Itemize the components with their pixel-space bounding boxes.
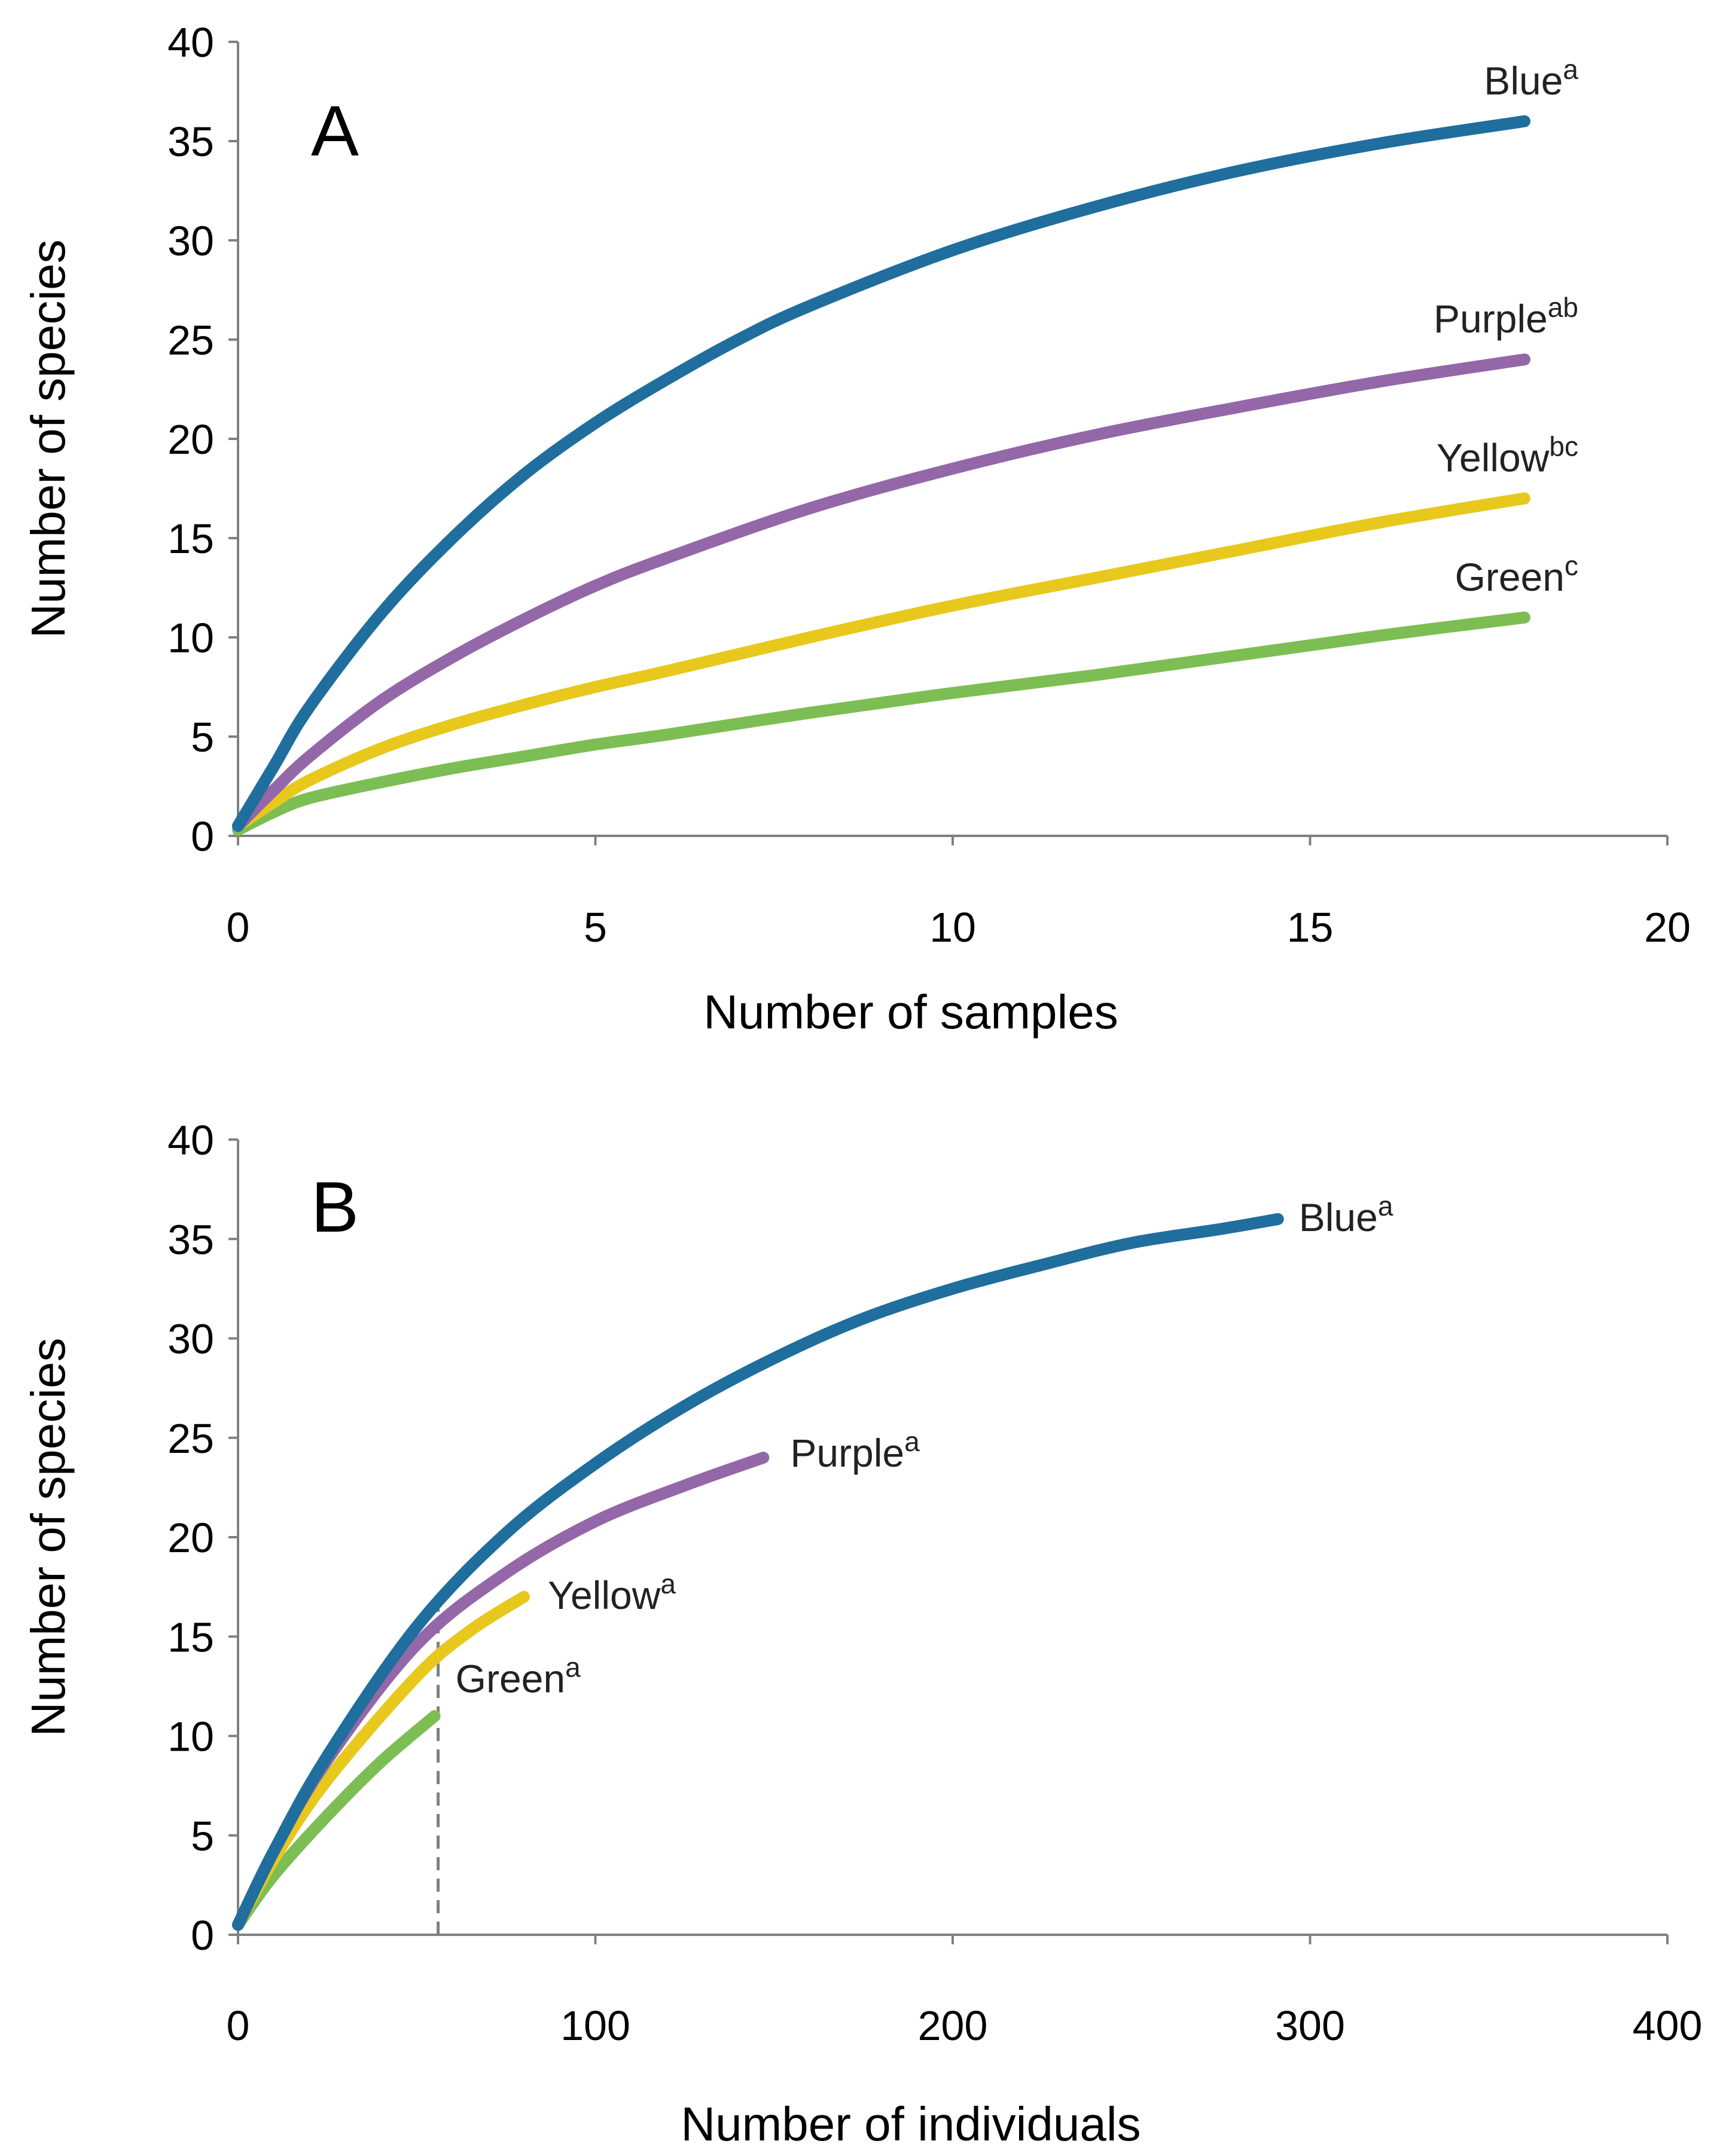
series-line-yellow bbox=[232, 492, 1530, 832]
y-tick-label: 10 bbox=[167, 1714, 214, 1760]
y-tick-label: 40 bbox=[167, 19, 214, 66]
series-line-blue bbox=[232, 115, 1530, 832]
y-tick-label: 40 bbox=[167, 1117, 214, 1163]
x-axis-title: Number of samples bbox=[703, 985, 1118, 1039]
x-tick-label: 200 bbox=[918, 2002, 988, 2049]
series-line-green bbox=[232, 611, 1530, 836]
y-axis-title: Number of species bbox=[22, 1338, 75, 1737]
series-significance-letter: ab bbox=[1548, 292, 1578, 323]
panel-label: A bbox=[311, 91, 359, 171]
x-tick-label: 10 bbox=[929, 904, 976, 951]
series-significance-letter: a bbox=[565, 1651, 581, 1682]
series-name: Blue bbox=[1484, 59, 1563, 103]
series-label-green: Greenc bbox=[1455, 550, 1578, 599]
x-axis-title: Number of individuals bbox=[681, 2097, 1140, 2151]
y-tick-label: 0 bbox=[191, 1912, 214, 1959]
y-tick-label: 15 bbox=[167, 1614, 214, 1660]
y-tick-label: 35 bbox=[167, 118, 214, 165]
series-name: Green bbox=[456, 1656, 565, 1700]
series-label-yellow: Yellowa bbox=[548, 1568, 676, 1617]
y-tick-label: 20 bbox=[167, 416, 214, 463]
x-tick-label: 0 bbox=[227, 904, 250, 951]
series-name: Yellow bbox=[548, 1573, 661, 1617]
y-tick-label: 0 bbox=[191, 813, 214, 860]
y-tick-label: 10 bbox=[167, 615, 214, 661]
x-tick-label: 400 bbox=[1633, 2002, 1703, 2049]
y-tick-label: 25 bbox=[167, 317, 214, 364]
series-significance-letter: a bbox=[1378, 1190, 1393, 1221]
series-label-blue: Bluea bbox=[1484, 54, 1578, 103]
series-name: Purple bbox=[790, 1431, 904, 1475]
x-tick-label: 15 bbox=[1287, 904, 1334, 951]
series-label-blue: Bluea bbox=[1299, 1190, 1393, 1239]
y-tick-label: 15 bbox=[167, 515, 214, 562]
series-line-blue bbox=[232, 1213, 1284, 1931]
series-label-purple: Purpleab bbox=[1434, 292, 1578, 341]
series-name: Purple bbox=[1434, 297, 1548, 341]
y-tick-label: 5 bbox=[191, 1813, 214, 1859]
series-significance-letter: a bbox=[904, 1426, 920, 1457]
panel-a-chart: 0 5 10 15 20 25 30 35 40 0 5 10 15 20 Number of sample… bbox=[22, 19, 1691, 1039]
y-tick-label: 5 bbox=[191, 714, 214, 761]
panel-label: B bbox=[311, 1167, 359, 1247]
x-tick-label: 5 bbox=[584, 904, 607, 951]
series-line-purple bbox=[232, 353, 1530, 832]
series-label-yellow: Yellowbc bbox=[1437, 431, 1578, 480]
series-name: Blue bbox=[1299, 1195, 1378, 1239]
series-label-green: Greena bbox=[456, 1651, 581, 1700]
series-name: Yellow bbox=[1437, 436, 1550, 480]
series-significance-letter: a bbox=[660, 1568, 676, 1599]
series-name: Green bbox=[1455, 555, 1565, 599]
series-significance-letter: bc bbox=[1549, 431, 1578, 462]
y-tick-label: 30 bbox=[167, 218, 214, 264]
y-axis-title: Number of species bbox=[22, 240, 75, 639]
series-significance-letter: a bbox=[1563, 54, 1578, 85]
x-tick-label: 0 bbox=[227, 2002, 250, 2049]
series-label-purple: Purplea bbox=[790, 1426, 920, 1475]
y-tick-label: 25 bbox=[167, 1415, 214, 1462]
x-tick-label: 100 bbox=[560, 2002, 630, 2049]
x-tick-label: 300 bbox=[1275, 2002, 1345, 2049]
x-tick-label: 20 bbox=[1644, 904, 1691, 951]
y-tick-label: 20 bbox=[167, 1514, 214, 1561]
y-tick-label: 30 bbox=[167, 1316, 214, 1363]
series-significance-letter: c bbox=[1565, 550, 1578, 581]
y-tick-label: 35 bbox=[167, 1216, 214, 1263]
